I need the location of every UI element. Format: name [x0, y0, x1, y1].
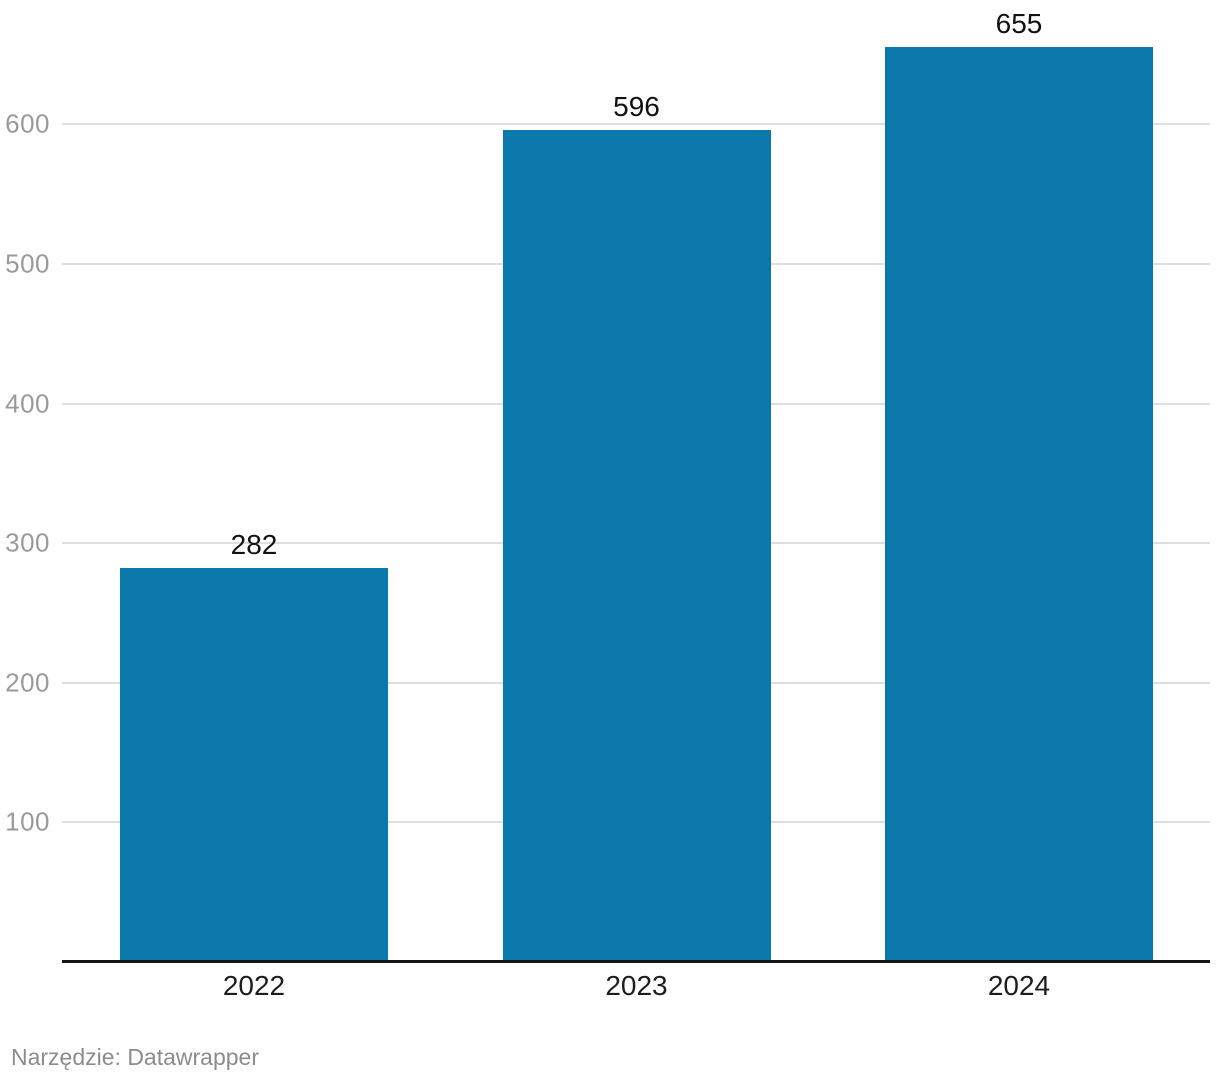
y-axis-tick-label: 300 — [5, 527, 50, 558]
bar-value-label: 655 — [995, 8, 1043, 40]
y-axis-tick-label: 600 — [5, 108, 50, 139]
x-axis-label-2022: 2022 — [222, 970, 286, 1001]
footer-attribution: Narzędzie: Datawrapper — [11, 1044, 260, 1070]
bar-2024 — [885, 47, 1153, 962]
y-axis-tick-label: 100 — [5, 806, 50, 837]
x-axis-line — [62, 960, 1210, 963]
bar-value-label: 282 — [230, 529, 278, 561]
x-axis-label-2023: 2023 — [605, 970, 668, 1001]
bar-2023 — [502, 129, 771, 962]
gridline — [62, 123, 1210, 126]
y-axis-tick-label: 400 — [5, 388, 50, 418]
chart-footer: Narzędzie: Datawrapper — [11, 1044, 259, 1071]
x-axis-label-2024: 2024 — [987, 970, 1051, 1001]
y-axis-tick-label: 500 — [5, 248, 50, 279]
y-axis-tick-label: 200 — [5, 667, 50, 698]
bar-2022 — [120, 568, 388, 962]
bar-value-label: 596 — [613, 90, 660, 122]
